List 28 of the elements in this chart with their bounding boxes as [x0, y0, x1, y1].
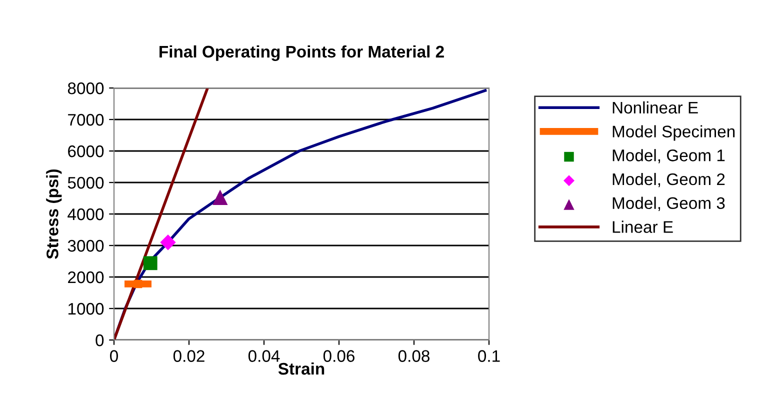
x-tick-label: 0: [110, 350, 118, 362]
y-axis-title: Stress (psi): [46, 169, 62, 259]
point: [143, 256, 158, 270]
y-tick-label: 5000: [68, 176, 104, 189]
y-tick-label: 8000: [68, 82, 104, 94]
legend-label: Linear E: [612, 220, 673, 233]
y-tick-label: 1000: [68, 302, 104, 315]
legend-label: Model, Geom 3: [612, 196, 725, 212]
y-tick-label: 3000: [68, 240, 104, 252]
legend-label: Model, Geom 2: [612, 172, 725, 188]
x-axis-title: Strain: [278, 362, 324, 375]
x-tick-label: 0.06: [323, 350, 354, 362]
legend-label: Model Specimen: [612, 125, 735, 141]
y-tick-label: 4000: [68, 208, 104, 220]
y-tick-label: 0: [96, 334, 104, 346]
point: [160, 234, 176, 250]
point: [212, 190, 228, 205]
x-tick-label: 0.1: [478, 350, 500, 362]
point: [134, 280, 142, 288]
y-tick-label: 2000: [68, 271, 104, 284]
y-tick-label: 6000: [68, 145, 104, 158]
legend-label: Model, Geom 1: [612, 149, 725, 164]
x-tick-label: 0.04: [248, 350, 280, 362]
x-tick-label: 0.08: [398, 350, 430, 362]
legend-label: Nonlinear E: [612, 101, 698, 114]
x-tick-label: 0.02: [173, 350, 204, 362]
y-tick-label: 7000: [68, 114, 104, 126]
chart-title: Final Operating Points for Material 2: [160, 45, 444, 61]
